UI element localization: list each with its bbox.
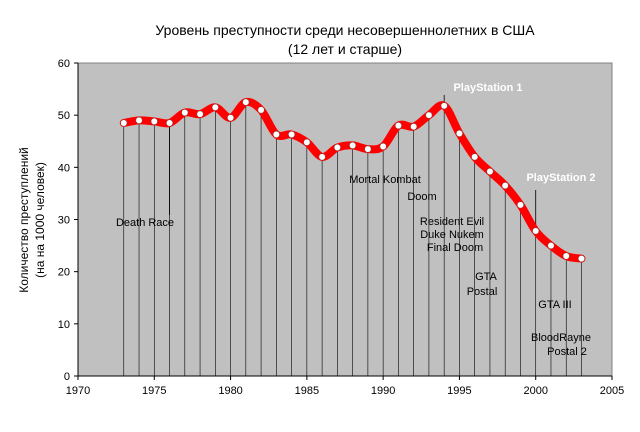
y-tick-label: 50 (58, 110, 70, 122)
data-point (425, 111, 433, 119)
data-point (394, 122, 402, 130)
x-tick-label: 1995 (447, 385, 471, 397)
annotation-label: GTA (475, 271, 497, 283)
y-tick-label: 60 (58, 58, 70, 70)
data-point (547, 242, 555, 250)
data-point (455, 129, 463, 137)
data-point (196, 110, 204, 118)
data-point (578, 255, 585, 263)
data-point (257, 106, 265, 114)
annotation-label: Death Race (116, 217, 174, 229)
x-tick-label: 1980 (218, 385, 242, 397)
annotation-label: GTA III (538, 299, 571, 311)
y-axis-label-line1: Количество преступлений (17, 147, 31, 292)
data-point (181, 109, 189, 117)
data-point (227, 114, 235, 122)
x-tick-label: 2000 (523, 385, 547, 397)
data-point (364, 145, 372, 153)
x-ticks: 1970 1975 1980 1985 1990 1995 2000 2005 (66, 376, 624, 397)
data-point (532, 227, 540, 235)
annotation-label: Final Doom (427, 242, 483, 254)
chart-title: Уровень преступности среди несовершеннол… (155, 22, 535, 38)
y-tick-label: 30 (58, 215, 70, 227)
data-point (135, 116, 143, 124)
droplines (123, 102, 582, 376)
y-tick-label: 10 (58, 319, 70, 331)
data-point (242, 98, 250, 106)
data-point (562, 252, 570, 260)
annotation-label: Postal (467, 286, 498, 298)
data-point (318, 153, 326, 161)
data-point (410, 123, 418, 131)
data-point (150, 117, 158, 125)
y-tick-label: 0 (64, 371, 70, 383)
chart-subtitle: (12 лет и старше) (288, 41, 402, 57)
annotation-label: Duke Nukem (420, 229, 484, 241)
x-tick-label: 1990 (371, 385, 395, 397)
data-point (501, 182, 509, 190)
data-point (517, 201, 524, 209)
markers (120, 98, 585, 263)
annotation-label: Doom (407, 191, 436, 203)
annotation-label: Resident Evil (420, 216, 484, 228)
data-point (486, 168, 494, 175)
y-tick-label: 20 (58, 267, 70, 279)
data-point (349, 141, 357, 149)
x-tick-label: 1975 (142, 385, 166, 397)
annotation-label: BloodRayne (531, 332, 591, 344)
x-tick-label: 1970 (66, 385, 90, 397)
annotation-label: Postal 2 (547, 346, 587, 358)
data-point (211, 103, 219, 111)
data-point (471, 153, 479, 161)
data-point (333, 144, 341, 151)
data-point (440, 102, 448, 110)
annotation-label: PlayStation 1 (453, 82, 522, 94)
data-point (303, 138, 311, 146)
data-point (166, 119, 173, 127)
annotation-label: Mortal Kombat (349, 174, 421, 186)
data-point (120, 119, 128, 127)
x-tick-label: 1985 (295, 385, 319, 397)
annotation-label: PlayStation 2 (526, 172, 595, 184)
x-tick-label: 2005 (600, 385, 624, 397)
y-axis-label-line2: (на на 1000 человек) (33, 162, 47, 278)
data-point (272, 131, 280, 138)
data-point (379, 143, 387, 150)
y-ticks: 0 10 20 30 40 50 60 (58, 58, 78, 383)
annotations: Death Race Mortal Kombat Doom PlayStation 1… (116, 82, 596, 358)
y-tick-label: 40 (58, 162, 70, 174)
data-point (288, 131, 296, 138)
plot-area (77, 62, 613, 377)
